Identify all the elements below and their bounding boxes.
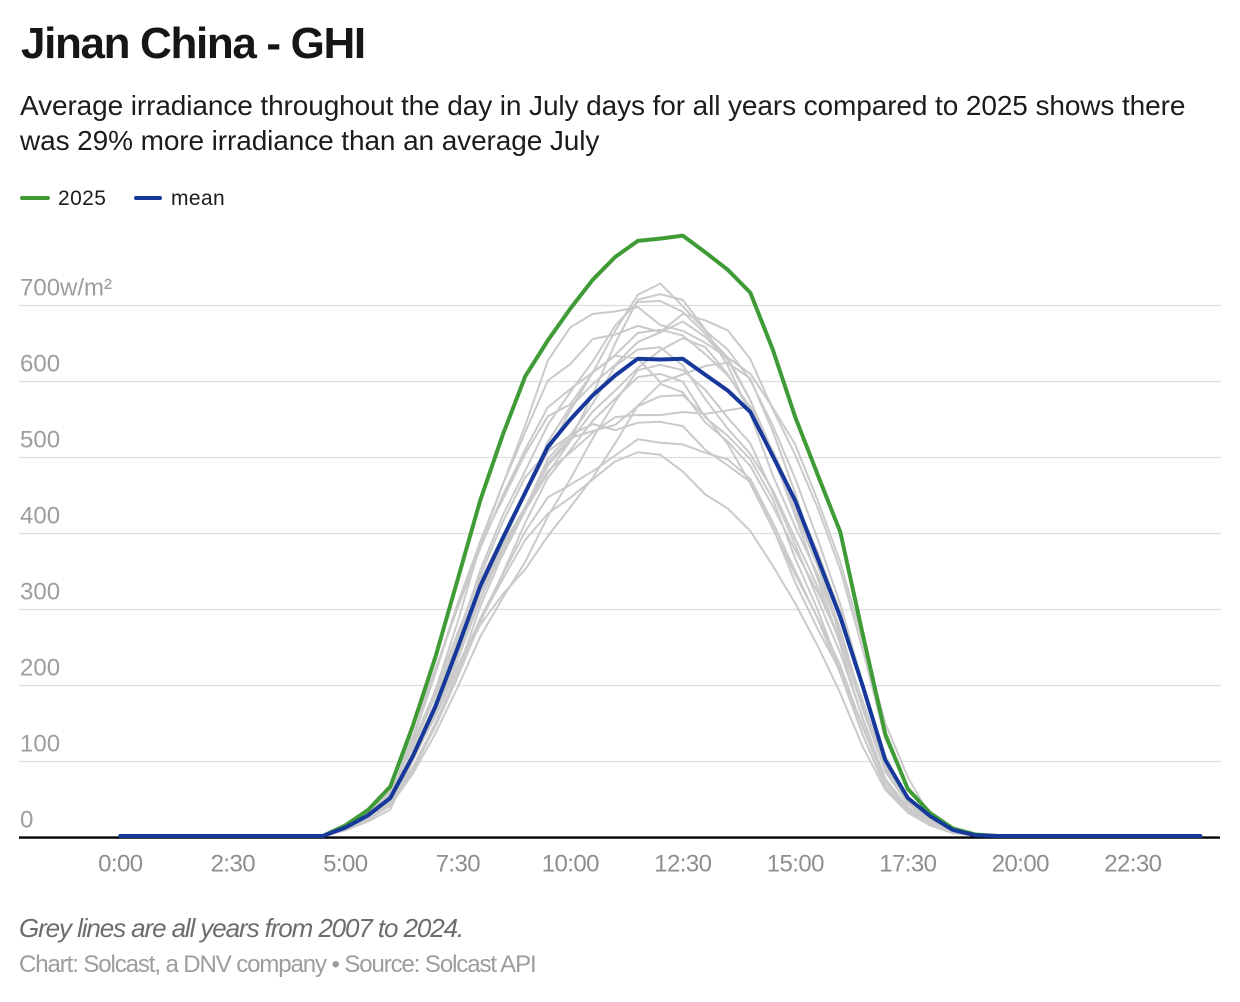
svg-text:17:30: 17:30 xyxy=(879,851,936,878)
svg-text:20:00: 20:00 xyxy=(992,851,1049,878)
svg-text:7:30: 7:30 xyxy=(436,851,481,878)
svg-text:600: 600 xyxy=(20,351,60,378)
svg-text:700w/m²: 700w/m² xyxy=(20,275,112,302)
svg-text:0:00: 0:00 xyxy=(98,851,143,878)
svg-text:15:00: 15:00 xyxy=(767,851,824,878)
svg-text:500: 500 xyxy=(20,427,60,454)
svg-text:2:30: 2:30 xyxy=(211,851,256,878)
svg-text:200: 200 xyxy=(20,655,60,682)
svg-text:400: 400 xyxy=(20,503,60,530)
svg-text:100: 100 xyxy=(20,731,60,758)
svg-text:12:30: 12:30 xyxy=(654,851,711,878)
svg-text:0: 0 xyxy=(20,807,33,834)
svg-text:5:00: 5:00 xyxy=(323,851,368,878)
svg-text:22:30: 22:30 xyxy=(1104,851,1161,878)
svg-text:10:00: 10:00 xyxy=(542,851,599,878)
svg-text:300: 300 xyxy=(20,579,60,606)
